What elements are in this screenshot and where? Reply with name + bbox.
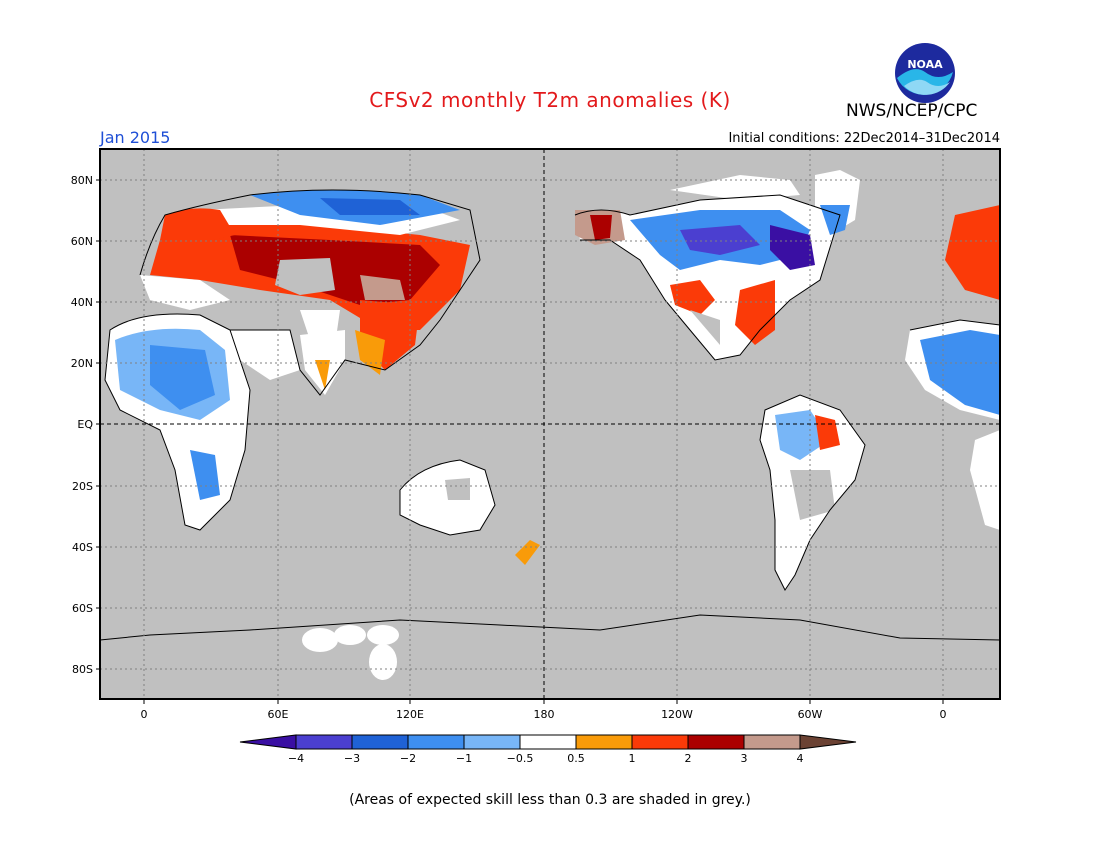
lon-label: 180 [534, 708, 555, 721]
north-america-anomalies [575, 170, 860, 360]
longitude-labels: 0 60E 120E 180 120W 60W 0 [141, 708, 947, 721]
legend-tick: 0.5 [567, 752, 585, 765]
legend-tick: 1 [629, 752, 636, 765]
lon-label: 120E [396, 708, 424, 721]
color-bar-tick-labels: −4 −3 −2 −1 −0.5 0.5 1 2 3 4 [288, 752, 804, 765]
legend-box [743, 734, 801, 750]
legend-tick: 3 [741, 752, 748, 765]
lat-label: 20N [71, 357, 93, 370]
lat-label: EQ [77, 418, 93, 431]
forecast-month: Jan 2015 [100, 128, 171, 147]
legend-tick: −3 [344, 752, 360, 765]
legend-box [687, 734, 745, 750]
right-edge-anomalies [905, 205, 1000, 530]
lat-label: 60N [71, 235, 93, 248]
lon-label: 120W [661, 708, 693, 721]
agency-label: NWS/NCEP/CPC [846, 101, 978, 121]
tick-marks [96, 179, 944, 704]
africa-anomalies [105, 314, 250, 530]
south-america-anomalies [760, 395, 865, 590]
lat-label: 40N [71, 296, 93, 309]
legend-arrow-low [239, 734, 297, 750]
legend-box [407, 734, 465, 750]
color-bar-boxes [239, 734, 857, 750]
legend-tick: −0.5 [507, 752, 534, 765]
lon-label: 0 [940, 708, 947, 721]
lat-label: 60S [72, 602, 93, 615]
skill-note: (Areas of expected skill less than 0.3 a… [349, 792, 751, 808]
legend-tick: 2 [685, 752, 692, 765]
australia-anomalies [400, 460, 540, 565]
eurasia-anomalies [140, 190, 470, 375]
legend-arrow-high [799, 734, 857, 750]
legend-box [463, 734, 521, 750]
legend-tick: −2 [400, 752, 416, 765]
lat-label: 80S [72, 663, 93, 676]
latitude-labels: 80N 60N 40N 20N EQ 20S 40S 60S 80S [71, 174, 94, 676]
legend-box [519, 734, 577, 750]
noaa-logo: NOAA [894, 42, 956, 104]
lat-label: 20S [72, 480, 93, 493]
coastlines [99, 189, 1001, 641]
legend-box [575, 734, 633, 750]
legend-box [351, 734, 409, 750]
legend-tick: 4 [797, 752, 804, 765]
lon-label: 60E [268, 708, 289, 721]
lat-label: 40S [72, 541, 93, 554]
legend-box [631, 734, 689, 750]
legend-tick: −1 [456, 752, 472, 765]
antarctica-anomalies [302, 625, 399, 680]
lon-label: 0 [141, 708, 148, 721]
map-title: CFSv2 monthly T2m anomalies (K) [369, 88, 731, 112]
south-asia-anomalies [230, 330, 345, 395]
legend-tick: −4 [288, 752, 304, 765]
legend-box [295, 734, 353, 750]
initial-conditions: Initial conditions: 22Dec2014–31Dec2014 [728, 131, 1000, 146]
lat-label: 80N [71, 174, 93, 187]
logo-text: NOAA [907, 58, 943, 71]
lon-label: 60W [798, 708, 823, 721]
